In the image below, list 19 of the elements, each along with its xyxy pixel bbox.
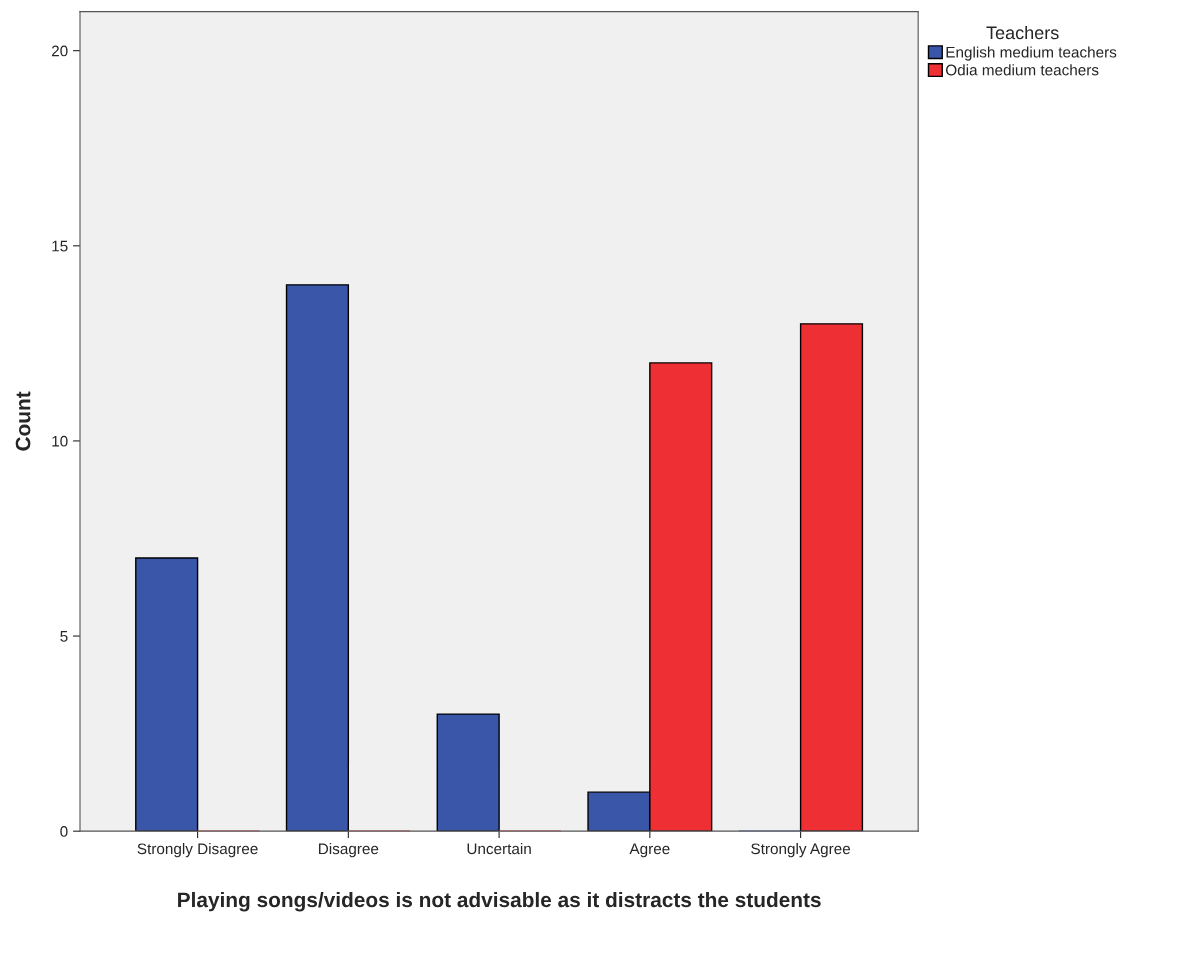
- legend-title: Teachers: [986, 25, 1059, 40]
- x-axis-title: Playing songs/videos is not advisable as it distracts the students: [178, 891, 821, 912]
- bar: [799, 323, 864, 832]
- y-tick-label: 15: [52, 240, 68, 252]
- legend-label: English medium teachers: [946, 46, 1117, 61]
- y-tick-label: 20: [51, 45, 68, 57]
- x-tick-label: Agree: [629, 843, 670, 858]
- x-tick-label: Strongly Agree: [751, 842, 851, 858]
- y-tick-label: 10: [52, 435, 68, 447]
- y-axis-title: Count: [15, 391, 31, 451]
- bar: [436, 713, 500, 832]
- y-tick-label: 5: [60, 631, 68, 642]
- x-tick-label: Uncertain: [467, 842, 531, 855]
- y-tick-label: 0: [60, 826, 68, 837]
- x-tick-label: Strongly Disagree: [137, 842, 258, 858]
- legend-label: Odia medium teachers: [946, 64, 1099, 76]
- bar: [285, 284, 350, 832]
- bar: [135, 557, 199, 832]
- x-tick-label: Disagree: [319, 842, 379, 858]
